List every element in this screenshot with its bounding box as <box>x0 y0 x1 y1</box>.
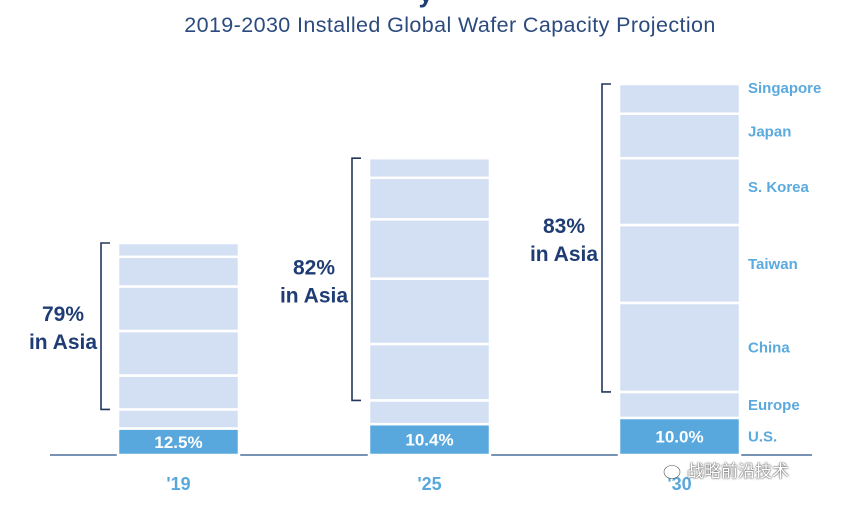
bar-segment-singapore-1 <box>116 241 241 259</box>
chart-subtitle: 2019-2030 Installed Global Wafer Capacit… <box>184 13 716 37</box>
bar-segment-europe-3 <box>617 390 742 420</box>
bar-segment-s-korea-2 <box>367 218 492 280</box>
asia-share-percent: 82% <box>293 256 335 279</box>
asia-bracket <box>351 157 361 402</box>
bar-segment-china-3 <box>617 301 742 394</box>
bar-segment-europe-1 <box>116 408 241 430</box>
asia-bracket <box>100 242 110 411</box>
bar-segment-europe-2 <box>367 399 492 426</box>
bar-segment-s-korea-3 <box>617 156 742 227</box>
bar-segment-japan-2 <box>367 176 492 221</box>
bar-segment-taiwan-2 <box>367 277 492 346</box>
bar-segment-u-s-1 <box>116 427 241 457</box>
legend-singapore: Singapore <box>748 80 821 97</box>
legend-u-s: U.S. <box>748 428 777 445</box>
x-tick-label: '30 <box>667 474 691 494</box>
legend-s-korea: S. Korea <box>748 179 810 196</box>
bar-segment-singapore-2 <box>367 156 492 180</box>
us-share-label: 12.5% <box>154 433 202 452</box>
legend-europe: Europe <box>748 397 800 414</box>
bar-segment-china-1 <box>116 374 241 411</box>
title-fragment: y <box>0 0 852 9</box>
asia-share-percent: 79% <box>42 303 84 326</box>
x-tick-label: '25 <box>417 474 441 494</box>
asia-share-label: in Asia <box>29 331 97 354</box>
watermark: 战略前沿技术 <box>655 457 789 482</box>
asia-share-label: in Asia <box>530 243 598 266</box>
bar-segment-u-s-3 <box>617 416 742 457</box>
bar-segment-singapore-3 <box>617 82 742 115</box>
bar-segment-china-2 <box>367 342 492 402</box>
asia-bracket <box>601 83 611 393</box>
bar-segment-japan-3 <box>617 112 742 160</box>
bar-segment-taiwan-3 <box>617 223 742 305</box>
asia-share-label: in Asia <box>280 284 348 307</box>
legend-japan: Japan <box>748 124 791 141</box>
legend-china: China <box>748 339 790 356</box>
us-share-label: 10.0% <box>655 427 703 446</box>
x-tick-label: '19 <box>166 474 190 494</box>
wechat-logo-icon <box>655 459 681 481</box>
bar-segment-japan-1 <box>116 255 241 288</box>
watermark-text: 战略前沿技术 <box>687 462 789 481</box>
bar-segment-s-korea-1 <box>116 285 241 333</box>
bar-segment-taiwan-1 <box>116 329 241 377</box>
legend-taiwan: Taiwan <box>748 256 798 273</box>
us-share-label: 10.4% <box>405 431 453 450</box>
asia-share-percent: 83% <box>543 215 585 238</box>
